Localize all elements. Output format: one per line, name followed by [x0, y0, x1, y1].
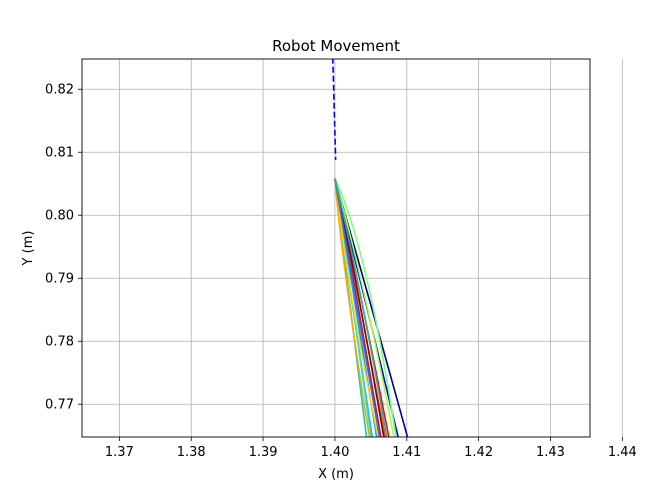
y-axis-label: Y (m) [21, 231, 36, 267]
y-tick-label: 0.80 [45, 209, 74, 224]
trajectory-line [334, 178, 371, 437]
trajectory-line [334, 178, 381, 437]
axis-ticks: 1.37 1.38 1.39 1.40 1.41 1.42 1.43 1.44 0.77 0.78… [45, 83, 637, 460]
x-tick-label: 1.39 [249, 445, 278, 460]
x-tick-label: 1.44 [608, 445, 637, 460]
x-tick-label: 1.42 [464, 445, 493, 460]
trajectory-line [334, 178, 397, 437]
chart-title: Robot Movement [272, 37, 400, 55]
plot-series [332, 59, 409, 437]
y-tick-label: 0.78 [45, 335, 74, 350]
y-tick-label: 0.82 [45, 83, 74, 98]
x-tick-label: 1.41 [392, 445, 421, 460]
y-tick-label: 0.77 [45, 398, 74, 413]
x-tick-label: 1.38 [177, 445, 206, 460]
axes-border [81, 58, 591, 438]
y-tick-label: 0.81 [45, 146, 74, 161]
axes-frame [81, 58, 591, 438]
x-axis-label: X (m) [318, 467, 354, 482]
trajectory-line [334, 178, 395, 437]
planned-path-line [332, 59, 337, 160]
trajectory-line [334, 178, 388, 437]
y-tick-label: 0.79 [45, 272, 74, 287]
x-tick-label: 1.40 [320, 445, 349, 460]
x-tick-label: 1.37 [105, 445, 134, 460]
x-tick-label: 1.43 [536, 445, 565, 460]
